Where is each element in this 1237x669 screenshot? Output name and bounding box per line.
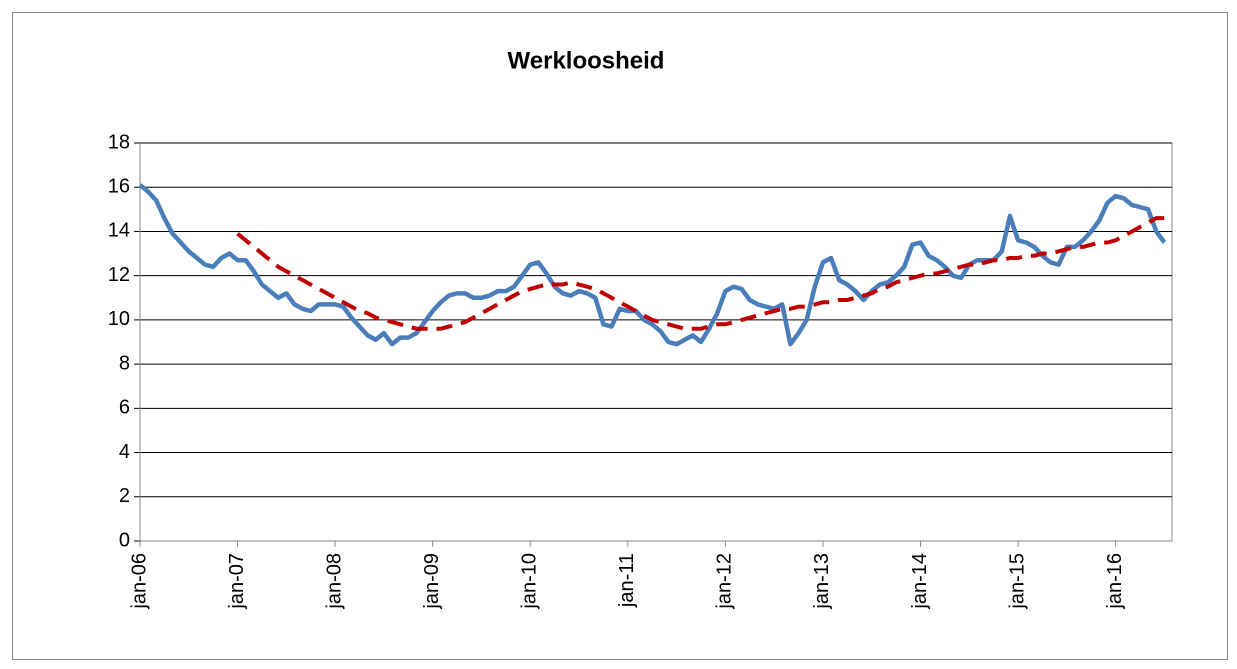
x-tick-label: jan-09: [421, 553, 443, 610]
y-tick-label: 12: [108, 264, 130, 286]
x-tick-label: jan-14: [909, 553, 931, 610]
y-tick-label: 8: [119, 352, 130, 374]
x-tick-label: jan-13: [811, 553, 833, 610]
x-tick-label: jan-07: [226, 553, 248, 610]
x-tick-label: jan-10: [519, 553, 541, 610]
y-tick-label: 4: [119, 441, 130, 463]
x-tick-label: jan-08: [323, 553, 345, 610]
y-tick-label: 0: [119, 529, 130, 551]
x-tick-label: jan-16: [1104, 553, 1126, 610]
x-tick-label: jan-06: [128, 553, 150, 610]
plot-area: [139, 142, 1173, 542]
y-tick-label: 2: [119, 485, 130, 507]
x-tick-label: jan-12: [714, 553, 736, 610]
y-tick-label: 16: [108, 176, 130, 198]
x-tick-label: jan-11: [616, 553, 638, 608]
chart-title: Werkloosheid: [508, 47, 665, 74]
y-tick-label: 6: [119, 397, 130, 419]
y-tick-label: 18: [108, 131, 130, 153]
series-line: [236, 216, 1165, 331]
y-tick-label: 10: [108, 308, 130, 330]
x-tick-label: jan-15: [1006, 553, 1028, 610]
y-tick-label: 14: [108, 220, 130, 242]
